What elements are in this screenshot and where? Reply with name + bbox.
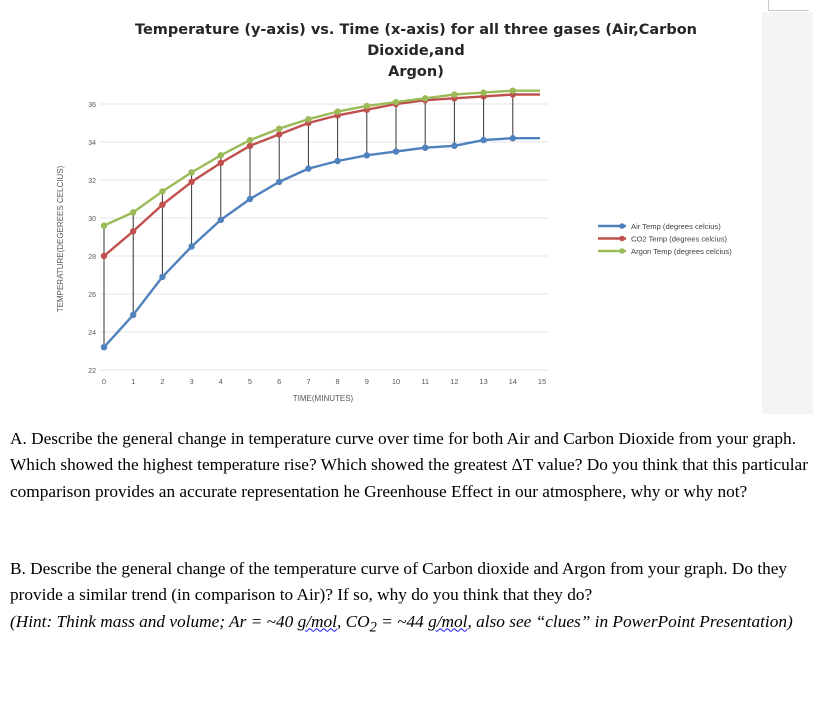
hint-part-2: , CO xyxy=(336,611,370,631)
series-0-point xyxy=(130,311,137,319)
x-tick-label: 7 xyxy=(306,377,310,386)
x-tick-label: 3 xyxy=(190,377,194,386)
series-2-point xyxy=(188,169,195,176)
chart-region: Temperature (y-axis) vs. Time (x-axis) f… xyxy=(56,0,813,414)
series-0-point xyxy=(480,136,487,144)
question-b-text: B. Describe the general change of the te… xyxy=(10,559,788,605)
legend-label-1: CO2 Temp (degrees celcius) xyxy=(631,235,728,244)
legend-marker-1 xyxy=(619,235,625,242)
hint-subscript: 2 xyxy=(369,619,377,636)
series-0-point xyxy=(451,142,458,149)
question-a-text: A. Describe the general change in temper… xyxy=(10,429,808,501)
series-2-point xyxy=(363,102,370,110)
question-b: B. Describe the general change of the te… xyxy=(10,556,810,640)
x-tick-label: 0 xyxy=(102,377,106,386)
page-corner-mark xyxy=(768,0,809,11)
y-tick-label: 32 xyxy=(88,178,96,185)
x-axis-label: TIME(MINUTES) xyxy=(293,394,354,403)
y-tick-label: 30 xyxy=(88,216,96,223)
series-2-point xyxy=(422,95,429,102)
hint-part-4: , also see “clues” in PowerPoint Present… xyxy=(467,611,793,631)
series-2-point xyxy=(130,209,137,216)
series-2-point xyxy=(392,98,400,106)
series-0-point xyxy=(392,148,400,155)
series-0-point xyxy=(305,165,312,172)
series-2-point xyxy=(276,125,283,132)
series-2-point xyxy=(305,116,312,123)
series-2-point xyxy=(246,136,254,144)
x-tick-label: 10 xyxy=(392,377,400,386)
y-tick-label: 22 xyxy=(88,368,96,375)
series-0-point xyxy=(188,243,195,250)
legend-marker-0 xyxy=(619,223,625,229)
question-a: A. Describe the general change in temper… xyxy=(10,426,810,505)
x-tick-label: 13 xyxy=(479,377,487,386)
series-2-point xyxy=(509,87,516,94)
x-tick-label: 14 xyxy=(509,377,517,386)
y-tick-label: 36 xyxy=(88,102,96,109)
series-0-point xyxy=(159,273,166,281)
series-line-0 xyxy=(103,136,540,349)
y-axis-label: TEMPERATURE(DEGEREES CELCIUS) xyxy=(56,165,65,312)
series-2-point xyxy=(480,89,487,96)
series-0-point xyxy=(363,152,370,159)
hint-unit-ar: g/mol xyxy=(297,611,337,631)
hint-part-1: (Hint: Think mass and volume; Ar = ~40 xyxy=(10,611,298,631)
series-0-point xyxy=(334,157,341,165)
series-line-1 xyxy=(103,93,540,257)
x-tick-label: 15 xyxy=(538,377,546,386)
x-tick-label: 5 xyxy=(248,377,252,386)
series-1-point xyxy=(246,142,254,149)
series-0-point xyxy=(100,344,108,351)
x-tick-label: 2 xyxy=(160,377,164,386)
x-tick-label: 4 xyxy=(219,377,223,386)
y-tick-label: 34 xyxy=(88,140,96,147)
series-0-point xyxy=(246,195,254,203)
series-0-point xyxy=(509,135,516,142)
hint-unit-co2: g/mol xyxy=(428,611,468,631)
y-tick-label: 24 xyxy=(88,330,96,337)
series-1-point xyxy=(217,159,224,167)
x-tick-label: 9 xyxy=(365,377,369,386)
series-line-2 xyxy=(103,89,540,227)
series-2-point xyxy=(159,188,166,195)
series-2-point xyxy=(217,152,224,159)
legend-marker-2 xyxy=(619,248,625,254)
series-1-point xyxy=(100,252,108,260)
series-2-point xyxy=(451,91,458,98)
chart-title: Temperature (y-axis) vs. Time (x-axis) f… xyxy=(96,20,736,83)
legend-label-0: Air Temp (degrees celcius) xyxy=(631,222,721,231)
hint-part-3: = ~44 xyxy=(376,611,429,631)
series-1-point xyxy=(188,178,195,186)
y-tick-label: 26 xyxy=(88,292,96,299)
series-1-point xyxy=(276,131,283,138)
x-tick-label: 8 xyxy=(336,377,340,386)
x-tick-label: 1 xyxy=(131,377,135,386)
hint-text: (Hint: Think mass and volume; Ar = ~40 g… xyxy=(10,609,810,641)
series-1-point xyxy=(130,228,137,235)
y-tick-label: 28 xyxy=(88,254,96,261)
x-tick-label: 11 xyxy=(421,377,429,386)
series-0-point xyxy=(217,216,224,224)
series-0-point xyxy=(422,144,429,151)
series-2-point xyxy=(100,222,108,229)
panel-edge xyxy=(762,12,813,414)
x-tick-label: 6 xyxy=(277,377,281,386)
series-2-point xyxy=(334,108,341,115)
series-1-point xyxy=(159,201,166,208)
chart-title-line-2: Argon) xyxy=(388,64,444,80)
series-0-point xyxy=(276,178,283,186)
legend-label-2: Argon Temp (degrees celcius) xyxy=(631,247,732,256)
chart-title-line-1: Temperature (y-axis) vs. Time (x-axis) f… xyxy=(134,22,698,59)
x-tick-label: 12 xyxy=(450,377,458,386)
